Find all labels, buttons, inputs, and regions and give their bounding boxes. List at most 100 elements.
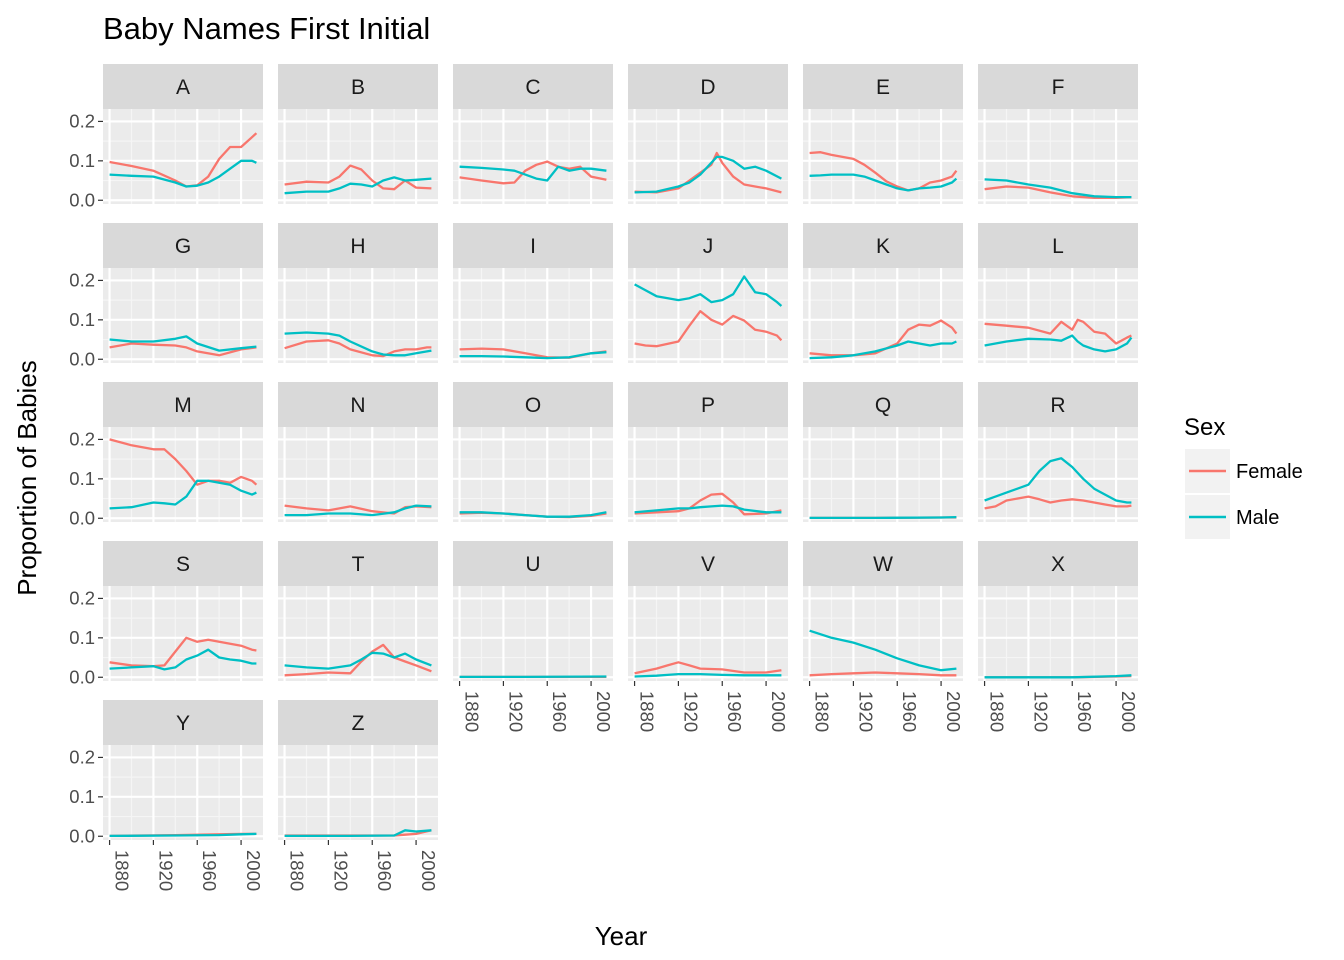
- x-tick-label: 1880: [112, 850, 133, 891]
- strip-label-z: Z: [352, 712, 365, 735]
- panel-background-h: [278, 268, 438, 363]
- y-tick-label: 0.2: [69, 269, 95, 290]
- strip-p: [628, 382, 788, 427]
- strip-m: [103, 382, 263, 427]
- panel-c: C: [453, 64, 613, 204]
- strip-label-u: U: [525, 553, 540, 576]
- panel-background-u: [453, 586, 613, 681]
- series-line-female: [109, 132, 258, 188]
- panel-b: B: [278, 64, 438, 204]
- panel-background-y: [103, 745, 263, 840]
- panel-y: Y 0.0 0.1 0.2 1880 1920 1960 2000: [69, 700, 264, 891]
- strip-label-k: K: [876, 235, 890, 258]
- strip-s: [103, 541, 263, 586]
- series-line-female: [984, 495, 1132, 510]
- series-line-male: [284, 504, 432, 517]
- x-tick-label: 1880: [637, 691, 658, 732]
- series-line-male: [634, 504, 782, 514]
- series-line-male: [459, 351, 607, 360]
- y-tick-label: 0.2: [69, 428, 95, 449]
- y-tick-label: 0.0: [69, 666, 95, 687]
- strip-label-l: L: [1052, 235, 1064, 258]
- chart-title: Baby Names First Initial: [103, 11, 430, 46]
- series-line-female: [109, 342, 257, 357]
- series-line-male: [809, 515, 957, 520]
- y-tick-label: 0.1: [69, 468, 95, 489]
- x-axis-title: Year: [595, 921, 648, 951]
- series-line-female: [984, 318, 1132, 345]
- strip-label-h: H: [350, 235, 365, 258]
- panel-background-j: [628, 268, 788, 363]
- y-tick-label: 0.2: [69, 587, 95, 608]
- strip-j: [628, 223, 788, 268]
- x-tick-label: 1920: [855, 691, 876, 732]
- panel-g: G 0.0 0.1 0.2: [69, 223, 263, 369]
- strip-label-q: Q: [875, 394, 891, 417]
- series-line-female: [284, 164, 432, 191]
- panel-u: U 1880 1920 1960 2000: [453, 541, 614, 732]
- series-line-male: [809, 629, 957, 672]
- strip-n: [278, 382, 438, 427]
- series-line-male: [634, 155, 782, 194]
- panel-v: V 1880 1920 1960 2000: [628, 541, 789, 732]
- y-tick-label: 0.2: [69, 110, 95, 131]
- strip-a: [103, 64, 263, 109]
- panel-j: J: [628, 223, 788, 363]
- panel-background-d: [628, 109, 788, 204]
- y-tick-label: 0.1: [69, 786, 95, 807]
- panel-h: H: [278, 223, 438, 363]
- strip-label-d: D: [700, 76, 715, 99]
- x-tick-label: 1960: [549, 691, 570, 732]
- y-tick-label: 0.2: [69, 746, 95, 767]
- strip-d: [628, 64, 788, 109]
- strip-r: [978, 382, 1138, 427]
- series-line-female: [634, 661, 782, 675]
- strip-o: [453, 382, 613, 427]
- strip-u: [453, 541, 613, 586]
- panel-l: L: [978, 223, 1138, 363]
- strip-f: [978, 64, 1138, 109]
- strip-label-g: G: [175, 235, 191, 258]
- strip-label-i: I: [530, 235, 536, 258]
- series-line-male: [809, 340, 957, 360]
- legend-label: Male: [1236, 507, 1279, 529]
- panel-e: E: [803, 64, 963, 204]
- x-tick-label: 1920: [155, 850, 176, 891]
- legend-entry-female: Female: [1185, 449, 1303, 493]
- y-tick-label: 0.1: [69, 627, 95, 648]
- panel-a: A 0.0 0.1 0.2: [69, 64, 263, 210]
- y-tick-label: 0.0: [69, 825, 95, 846]
- panel-i: I: [453, 223, 613, 363]
- panel-w: W 1880 1920 1960 2000: [803, 541, 964, 732]
- x-tick-label: 1920: [330, 850, 351, 891]
- panel-background-k: [803, 268, 963, 363]
- panel-p: P: [628, 382, 788, 522]
- x-tick-label: 1880: [812, 691, 833, 732]
- legend-entry-male: Male: [1185, 495, 1279, 539]
- strip-label-t: T: [352, 553, 365, 576]
- panel-background-a: [103, 109, 263, 204]
- series-line-male: [109, 335, 257, 352]
- x-tick-label: 1880: [987, 691, 1008, 732]
- strip-label-e: E: [876, 76, 890, 99]
- series-line-female: [634, 492, 782, 516]
- series-line-male: [109, 648, 257, 671]
- panel-s: S 0.0 0.1 0.2: [69, 541, 263, 687]
- legend: Sex Female Male: [1184, 414, 1303, 539]
- legend-title: Sex: [1184, 414, 1225, 441]
- strip-label-p: P: [701, 394, 715, 417]
- strip-label-f: F: [1052, 76, 1065, 99]
- panel-q: Q: [803, 382, 963, 522]
- strip-v: [628, 541, 788, 586]
- x-tick-label: 2000: [243, 850, 264, 891]
- series-line-male: [984, 457, 1132, 504]
- panel-d: D: [628, 64, 788, 204]
- panel-background-r: [978, 427, 1138, 522]
- x-tick-label: 2000: [768, 691, 789, 732]
- strip-label-b: B: [351, 76, 365, 99]
- panel-background-z: [278, 745, 438, 840]
- strip-l: [978, 223, 1138, 268]
- x-tick-label: 1960: [724, 691, 745, 732]
- x-tick-label: 2000: [593, 691, 614, 732]
